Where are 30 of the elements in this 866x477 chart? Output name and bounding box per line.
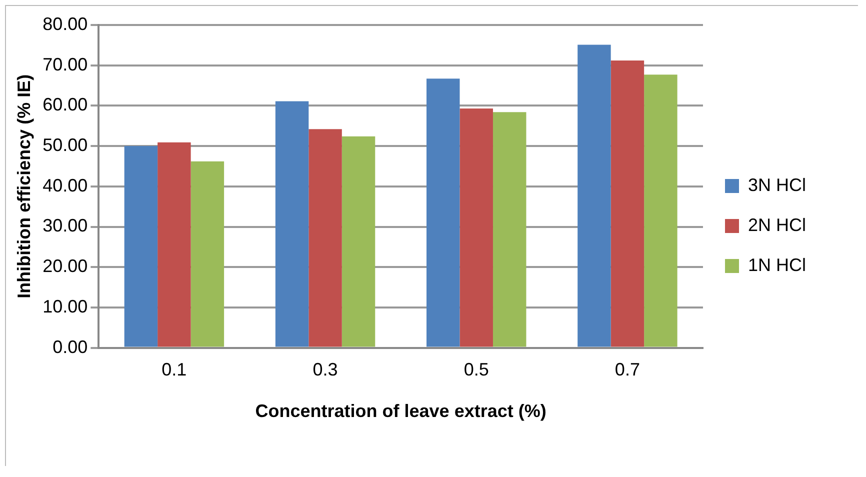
bar	[342, 136, 376, 347]
y-tick-label: 40.00	[42, 175, 88, 196]
bar	[492, 112, 526, 347]
y-tick-label: 70.00	[42, 54, 88, 74]
legend-label: 1N HCl	[748, 254, 806, 275]
x-tick-label: 0.1	[162, 360, 187, 380]
bar	[426, 78, 460, 347]
bar	[275, 101, 309, 347]
bar	[308, 129, 342, 347]
x-tick-label: 0.5	[464, 360, 489, 380]
legend-label: 2N HCl	[748, 214, 806, 235]
x-tick-label: 0.3	[312, 360, 338, 380]
x-axis-title: Concentration of leave extract (%)	[255, 401, 546, 422]
bar	[578, 44, 611, 347]
y-tick-label: 80.00	[42, 14, 88, 34]
bar	[158, 142, 191, 347]
y-tick-label: 20.00	[42, 256, 88, 276]
y-tick-label: 0.00	[52, 336, 88, 357]
bar	[610, 60, 644, 347]
y-tick-label: 60.00	[42, 94, 88, 115]
y-tick-label: 10.00	[42, 296, 88, 316]
bar	[644, 74, 678, 347]
y-tick-label: 30.00	[42, 216, 88, 236]
legend-label: 3N HCl	[748, 174, 806, 195]
bar	[460, 108, 493, 347]
bar	[190, 161, 224, 347]
bar	[124, 146, 158, 347]
y-tick-label: 50.00	[42, 135, 88, 156]
y-axis-title: Inhibition efficiency (% IE)	[14, 74, 34, 298]
x-tick-label: 0.7	[614, 360, 640, 380]
